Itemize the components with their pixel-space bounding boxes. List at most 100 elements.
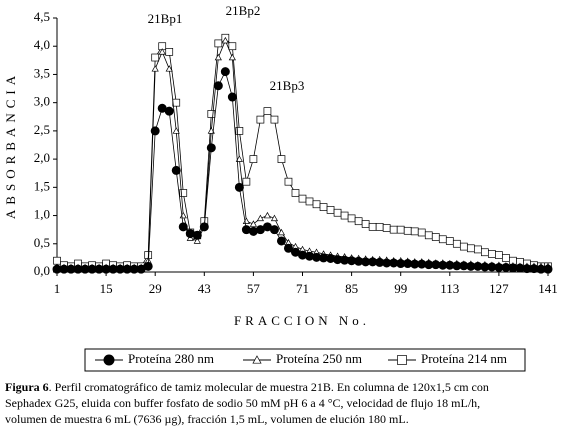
marker [235, 155, 243, 162]
legend-marker [252, 355, 262, 364]
series-line [57, 39, 548, 268]
x-tick-label: 113 [440, 281, 459, 296]
marker [165, 48, 174, 56]
marker [368, 222, 377, 231]
marker [234, 182, 244, 192]
marker [178, 222, 188, 232]
legend-box [84, 348, 526, 372]
marker [172, 98, 181, 107]
y-tick-label: 0,5 [34, 235, 50, 250]
marker [270, 115, 279, 124]
legend-marker [103, 354, 115, 366]
marker [228, 42, 237, 51]
marker [277, 155, 286, 163]
marker [263, 107, 272, 115]
series [53, 36, 552, 271]
marker [151, 65, 159, 72]
series [52, 67, 553, 274]
marker [263, 211, 272, 219]
marker [354, 217, 363, 226]
marker [375, 222, 384, 231]
y-tick-label: 4,5 [34, 9, 50, 24]
marker [495, 251, 503, 259]
marker [206, 143, 216, 153]
series-line [56, 37, 548, 267]
y-tick-label: 4,0 [34, 37, 50, 52]
marker [277, 228, 286, 236]
caption-line: . Perfil cromatográfico de tamiz molecul… [49, 380, 489, 394]
caption-line: volumen de muestra 6 mL (7636 µg), fracc… [5, 412, 409, 426]
marker [283, 243, 293, 253]
y-tick-label: 2,0 [34, 150, 50, 165]
marker [389, 225, 398, 234]
marker [179, 211, 187, 219]
legend-label: Proteína 280 nm [128, 351, 214, 366]
marker [340, 211, 349, 220]
marker [396, 225, 405, 234]
caption: Figura 6. Perfil cromatográfico de tamiz… [5, 380, 489, 394]
marker [424, 231, 433, 240]
marker [143, 261, 153, 271]
x-tick-label: 43 [198, 281, 211, 296]
marker [150, 126, 160, 136]
marker [382, 224, 391, 232]
marker [459, 242, 468, 251]
marker [151, 53, 160, 62]
marker [242, 177, 251, 186]
marker [326, 206, 335, 214]
x-tick-label: 1 [54, 281, 61, 296]
x-tick-label: 127 [489, 281, 509, 296]
y-tick-label: 1,5 [34, 178, 50, 193]
x-tick-label: 99 [394, 281, 407, 296]
marker [179, 189, 188, 197]
x-tick-label: 71 [296, 281, 309, 296]
marker [164, 106, 174, 116]
marker [410, 227, 419, 236]
annotation: 21Bp2 [226, 3, 261, 18]
caption-label: Figura 6 [5, 380, 49, 394]
marker [417, 228, 426, 237]
x-tick-label: 29 [149, 281, 162, 296]
marker [165, 65, 173, 72]
marker [403, 226, 412, 235]
marker [347, 214, 356, 223]
marker [543, 264, 553, 274]
marker [192, 230, 202, 240]
legend-label: Proteína 250 nm [276, 351, 362, 366]
marker [249, 220, 257, 227]
y-tick-label: 0,0 [34, 263, 50, 278]
series [53, 33, 552, 271]
marker [502, 254, 510, 262]
x-tick-label: 141 [538, 281, 558, 296]
marker [276, 236, 286, 246]
marker [452, 239, 461, 248]
marker [270, 214, 279, 222]
legend-marker [397, 355, 407, 365]
marker [256, 214, 265, 222]
marker [213, 81, 223, 91]
marker [269, 225, 279, 235]
marker [284, 177, 293, 186]
marker [319, 203, 328, 211]
marker [193, 237, 201, 244]
y-tick-label: 3,0 [34, 94, 50, 109]
annotation: 21Bp1 [148, 11, 183, 26]
marker [158, 48, 166, 55]
marker [235, 127, 244, 135]
marker [474, 245, 482, 254]
marker [53, 256, 61, 265]
x-tick-label: 57 [247, 281, 261, 296]
marker [228, 53, 236, 61]
marker [466, 244, 475, 253]
marker [305, 197, 314, 206]
marker [220, 67, 230, 77]
x-axis-label: FRACCION No. [234, 313, 370, 328]
marker [199, 222, 209, 232]
marker [207, 110, 216, 118]
marker [333, 208, 342, 217]
marker [445, 237, 454, 245]
marker [438, 235, 447, 244]
x-tick-label: 85 [345, 281, 358, 296]
y-tick-label: 1,0 [34, 207, 50, 222]
marker [312, 200, 321, 209]
